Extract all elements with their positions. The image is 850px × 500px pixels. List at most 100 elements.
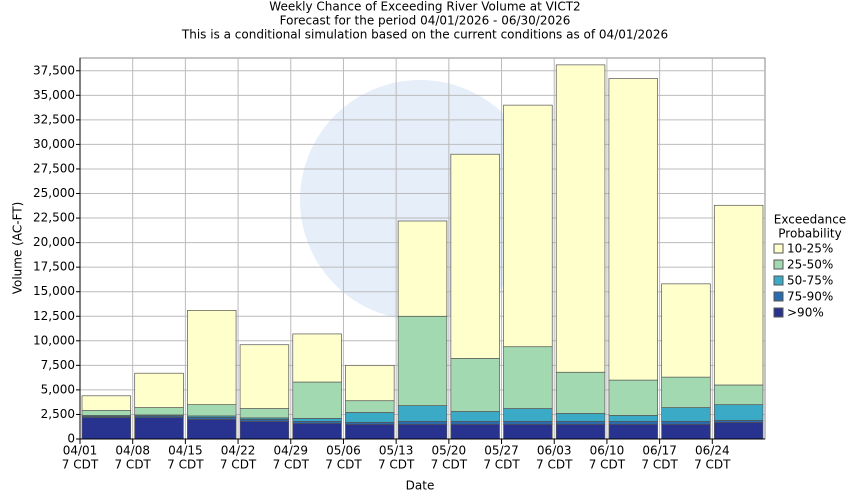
x-tick-label: 04/01 xyxy=(63,444,98,458)
bar-segment xyxy=(345,365,395,402)
x-tick-sublabel: 7 CDT xyxy=(325,458,362,472)
bar-segment xyxy=(555,64,606,373)
bar-segment xyxy=(239,344,290,409)
bar-segment xyxy=(187,310,237,405)
bar-segment xyxy=(608,415,658,422)
legend-title: Probability xyxy=(778,227,841,241)
x-tick-label: 04/29 xyxy=(273,444,308,458)
y-tick-label: 7,500 xyxy=(41,358,75,372)
bar-segment xyxy=(661,376,711,408)
legend-label: 75-90% xyxy=(787,290,833,304)
chart-subtitle: Forecast for the period 04/01/2026 - 06/… xyxy=(280,14,571,28)
y-tick-label: 12,500 xyxy=(33,309,75,323)
y-tick-label: 35,000 xyxy=(33,88,75,102)
bar-segment xyxy=(187,419,237,440)
y-tick-label: 27,500 xyxy=(33,161,75,175)
legend-swatch xyxy=(773,291,784,302)
x-tick-sublabel: 7 CDT xyxy=(589,458,626,472)
x-tick-sublabel: 7 CDT xyxy=(62,458,99,472)
y-tick-label: 17,500 xyxy=(33,260,75,274)
bar-segment xyxy=(292,381,342,419)
bar-segment xyxy=(713,204,764,386)
bar-segment xyxy=(134,417,184,440)
y-tick-label: 0 xyxy=(67,432,75,446)
bar-segment xyxy=(397,220,448,317)
bar-segment xyxy=(450,358,500,412)
bar-segment xyxy=(81,395,132,411)
x-tick-sublabel: 7 CDT xyxy=(641,458,678,472)
bar-segment xyxy=(397,420,448,425)
x-tick-sublabel: 7 CDT xyxy=(536,458,573,472)
bar-segment xyxy=(397,405,448,422)
bar-segment xyxy=(608,420,658,425)
x-tick-label: 06/17 xyxy=(642,444,677,458)
legend-label: 50-75% xyxy=(787,274,833,288)
x-tick-label: 04/08 xyxy=(115,444,150,458)
y-tick-label: 30,000 xyxy=(33,137,75,151)
bar-segment xyxy=(503,420,553,425)
x-tick-label: 06/10 xyxy=(590,444,625,458)
y-tick-label: 32,500 xyxy=(33,112,75,126)
bar-segment xyxy=(503,423,553,440)
y-tick-label: 25,000 xyxy=(33,186,75,200)
bar-segment xyxy=(134,372,184,408)
bar-segment xyxy=(503,346,553,409)
x-tick-label: 04/15 xyxy=(168,444,203,458)
bar-segment xyxy=(450,420,500,425)
bar-segment xyxy=(608,379,658,416)
bar-segment xyxy=(503,104,553,348)
bar-segment xyxy=(661,423,711,440)
y-tick-label: 37,500 xyxy=(33,63,75,77)
bar-segment xyxy=(661,283,711,378)
bar-segment xyxy=(555,423,606,440)
x-tick-sublabel: 7 CDT xyxy=(220,458,257,472)
y-tick-label: 10,000 xyxy=(33,333,75,347)
x-tick-sublabel: 7 CDT xyxy=(378,458,415,472)
x-tick-label: 05/20 xyxy=(432,444,467,458)
y-tick-label: 2,500 xyxy=(41,407,75,421)
y-tick-label: 22,500 xyxy=(33,211,75,225)
x-axis-label: Date xyxy=(406,479,435,493)
legend-label: 10-25% xyxy=(787,242,833,256)
x-tick-label: 05/27 xyxy=(484,444,519,458)
bar-segment xyxy=(239,420,290,440)
bar-segment xyxy=(345,412,395,423)
bar-segment xyxy=(450,411,500,422)
bar-segment xyxy=(661,420,711,425)
bar-segment xyxy=(397,423,448,440)
x-tick-sublabel: 7 CDT xyxy=(431,458,468,472)
bar-segment xyxy=(608,423,658,440)
x-tick-sublabel: 7 CDT xyxy=(483,458,520,472)
legend-label: >90% xyxy=(787,306,824,320)
legend-swatch xyxy=(773,243,784,254)
bar-segment xyxy=(134,407,184,416)
bar-segment xyxy=(713,384,764,405)
bar-segment xyxy=(292,333,342,383)
bar-segment xyxy=(292,422,342,440)
legend-swatch xyxy=(773,259,784,270)
legend-swatch xyxy=(773,307,784,318)
bar-segment xyxy=(292,418,342,422)
bar-segment xyxy=(187,404,237,417)
bar-segment xyxy=(345,423,395,440)
x-tick-label: 05/06 xyxy=(326,444,361,458)
x-tick-label: 06/03 xyxy=(537,444,572,458)
x-tick-sublabel: 7 CDT xyxy=(273,458,310,472)
y-tick-label: 15,000 xyxy=(33,284,75,298)
legend-title: Exceedance xyxy=(774,213,846,227)
legend-label: 25-50% xyxy=(787,258,833,272)
bar-segment xyxy=(81,410,132,416)
legend-swatch xyxy=(773,275,784,286)
y-axis-label: Volume (AC-FT) xyxy=(11,202,25,295)
x-tick-label: 04/22 xyxy=(221,444,256,458)
bar-segment xyxy=(713,404,764,421)
bar-segment xyxy=(450,423,500,440)
x-tick-sublabel: 7 CDT xyxy=(167,458,204,472)
y-tick-label: 5,000 xyxy=(41,382,75,396)
bar-segment xyxy=(450,153,500,359)
bar-segment xyxy=(555,413,606,422)
bar-segment xyxy=(608,78,658,381)
x-tick-label: 05/13 xyxy=(379,444,414,458)
y-tick-label: 20,000 xyxy=(33,235,75,249)
bar-segment xyxy=(503,408,553,422)
